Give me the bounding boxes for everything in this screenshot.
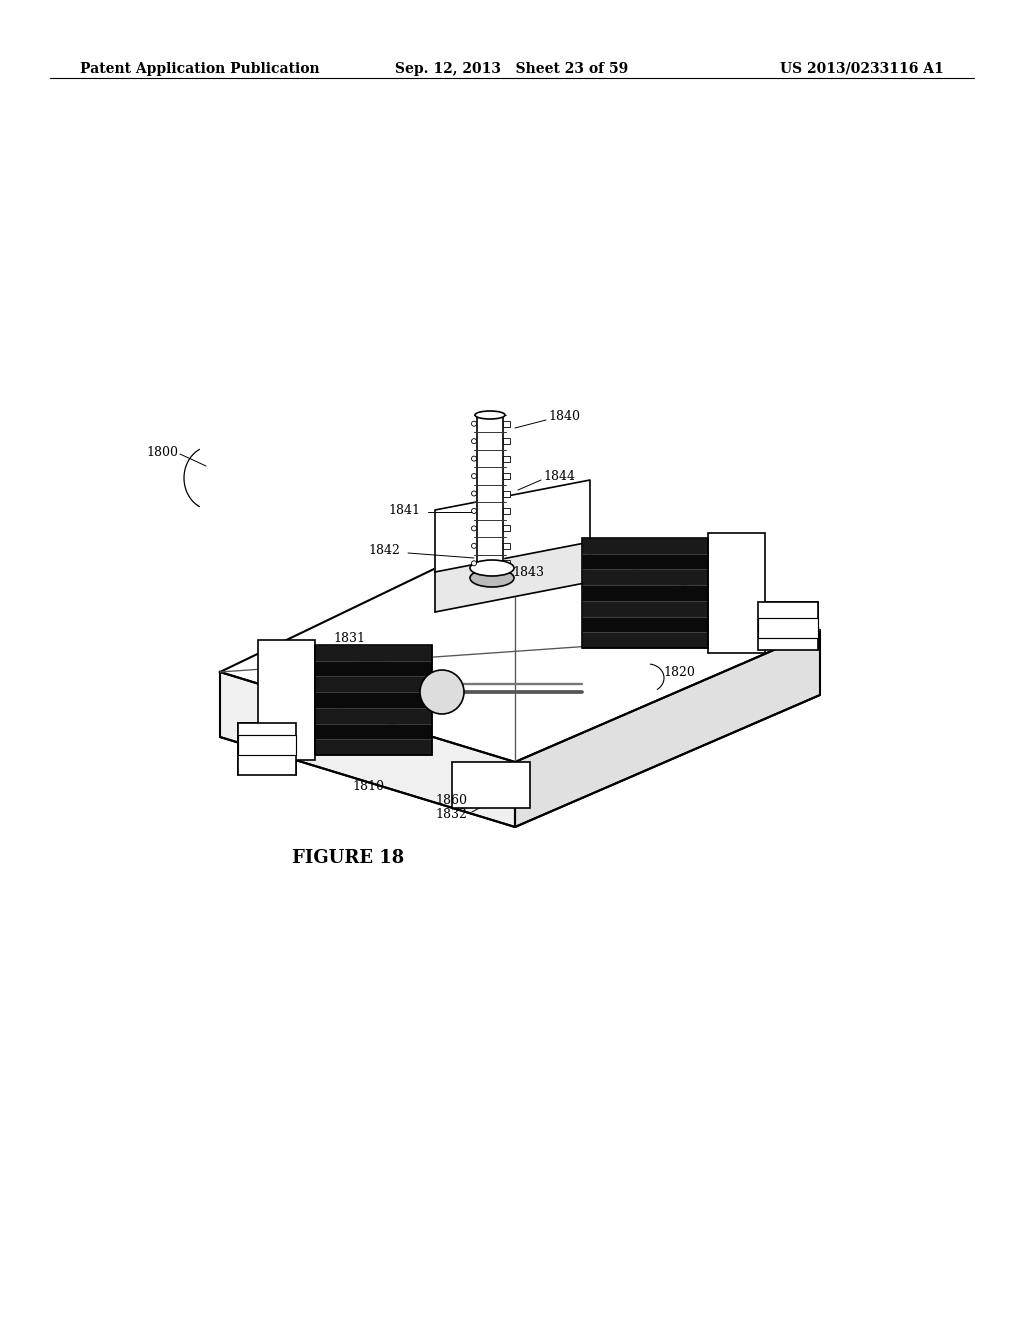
Bar (315, 676, 432, 692)
Text: 1800: 1800 (146, 446, 178, 458)
Text: 1860: 1860 (435, 793, 467, 807)
Bar (315, 739, 432, 755)
Bar (258, 640, 315, 760)
Bar (503, 473, 510, 479)
Bar (503, 508, 510, 513)
Bar (582, 632, 708, 648)
Bar (582, 539, 708, 553)
Circle shape (471, 561, 476, 566)
Bar (503, 421, 510, 426)
Polygon shape (220, 531, 820, 762)
Bar (452, 762, 530, 808)
Circle shape (471, 474, 476, 479)
Circle shape (471, 525, 476, 531)
Text: 1843: 1843 (512, 565, 544, 578)
Circle shape (471, 544, 476, 548)
Bar (582, 585, 708, 601)
Ellipse shape (470, 569, 514, 587)
Bar (582, 616, 708, 632)
Bar (758, 618, 818, 638)
Polygon shape (435, 543, 590, 612)
Circle shape (471, 491, 476, 496)
Bar (708, 533, 765, 653)
Bar (582, 539, 708, 648)
Bar (238, 735, 296, 755)
Bar (758, 602, 818, 649)
Bar (503, 543, 510, 549)
Bar (315, 661, 432, 676)
Bar (582, 601, 708, 616)
Bar (582, 553, 708, 569)
Ellipse shape (475, 411, 505, 418)
Bar (503, 438, 510, 444)
Text: US 2013/0233116 A1: US 2013/0233116 A1 (780, 62, 944, 77)
Text: FIGURE 18: FIGURE 18 (292, 849, 404, 867)
Bar (503, 455, 510, 462)
Circle shape (471, 508, 476, 513)
Circle shape (420, 671, 464, 714)
Bar (238, 723, 296, 775)
Text: 1840: 1840 (548, 409, 580, 422)
Bar (503, 525, 510, 532)
Circle shape (471, 421, 476, 426)
Text: 1841: 1841 (388, 503, 420, 516)
Text: 1831: 1831 (333, 631, 365, 644)
Bar (582, 569, 708, 585)
Text: 1820: 1820 (663, 665, 695, 678)
Text: 1832: 1832 (435, 808, 467, 821)
Bar (315, 708, 432, 723)
Polygon shape (220, 672, 515, 828)
Circle shape (471, 438, 476, 444)
Ellipse shape (470, 560, 514, 576)
Text: Sep. 12, 2013   Sheet 23 of 59: Sep. 12, 2013 Sheet 23 of 59 (395, 62, 629, 77)
Text: 1844: 1844 (543, 470, 575, 483)
Text: 1810: 1810 (352, 780, 384, 793)
Bar (315, 723, 432, 739)
Circle shape (471, 457, 476, 461)
Polygon shape (435, 480, 590, 572)
Bar (315, 645, 432, 755)
Polygon shape (515, 630, 820, 828)
Bar (315, 692, 432, 708)
Text: 1842: 1842 (368, 544, 400, 557)
Text: Patent Application Publication: Patent Application Publication (80, 62, 319, 77)
Bar (315, 645, 432, 661)
Bar (503, 491, 510, 496)
Bar (503, 560, 510, 566)
Polygon shape (477, 414, 503, 572)
